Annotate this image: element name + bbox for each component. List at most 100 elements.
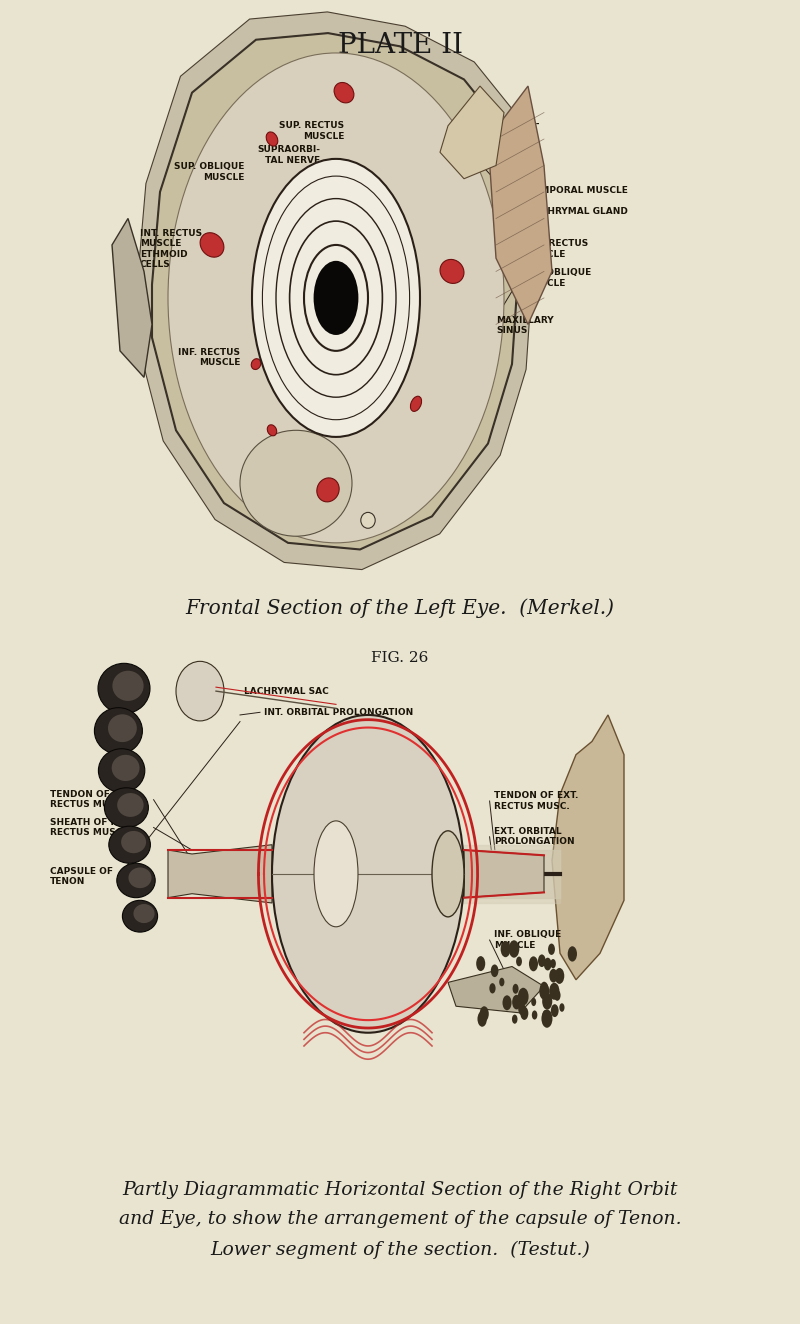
Ellipse shape (108, 715, 137, 741)
Ellipse shape (317, 478, 339, 502)
Text: PLATE II: PLATE II (338, 32, 462, 58)
Circle shape (513, 984, 518, 994)
Circle shape (550, 969, 558, 982)
Text: LEVATOR PALPE-
BRAE MUSCLE: LEVATOR PALPE- BRAE MUSCLE (456, 119, 539, 138)
Circle shape (532, 1010, 538, 1019)
Polygon shape (138, 12, 534, 569)
Circle shape (540, 981, 548, 996)
Text: SUP. RECTUS
MUSCLE: SUP. RECTUS MUSCLE (279, 122, 344, 140)
Ellipse shape (267, 425, 277, 436)
Text: SUP. OBLIQUE
MUSCLE: SUP. OBLIQUE MUSCLE (174, 163, 244, 181)
Text: MAXILLARY
SINUS: MAXILLARY SINUS (496, 316, 554, 335)
Text: Partly Diagrammatic Horizontal Section of the Right Orbit: Partly Diagrammatic Horizontal Section o… (122, 1181, 678, 1200)
Circle shape (490, 984, 495, 993)
Ellipse shape (334, 82, 354, 103)
Circle shape (518, 988, 529, 1005)
Polygon shape (464, 850, 544, 898)
Polygon shape (168, 845, 272, 903)
Ellipse shape (109, 826, 150, 863)
Text: SUPRAORBI-
TAL NERVE: SUPRAORBI- TAL NERVE (257, 146, 320, 164)
Polygon shape (112, 218, 152, 377)
Circle shape (512, 994, 521, 1009)
Ellipse shape (440, 260, 464, 283)
Text: FIG. 26: FIG. 26 (371, 651, 429, 666)
Circle shape (550, 959, 556, 968)
Text: LACHRYMAL SAC: LACHRYMAL SAC (244, 687, 329, 695)
Circle shape (551, 1004, 558, 1017)
Text: INT. RECTUS
MUSCLE
ETHMOID
CELLS: INT. RECTUS MUSCLE ETHMOID CELLS (140, 229, 202, 269)
Ellipse shape (112, 755, 139, 781)
Polygon shape (152, 33, 520, 549)
Text: INT. ORBITAL PROLONGATION: INT. ORBITAL PROLONGATION (264, 708, 414, 716)
Circle shape (502, 996, 511, 1010)
Text: INF. RECTUS
MUSCLE: INF. RECTUS MUSCLE (178, 348, 240, 367)
Circle shape (478, 1012, 487, 1026)
Circle shape (501, 941, 510, 957)
Text: TEMPORAL MUSCLE: TEMPORAL MUSCLE (528, 187, 628, 195)
Ellipse shape (361, 512, 375, 528)
Circle shape (539, 982, 550, 1000)
Text: Frontal Section of the Left Eye.  (Merkel.): Frontal Section of the Left Eye. (Merkel… (186, 598, 614, 618)
Circle shape (480, 1006, 489, 1021)
Text: INF. OBLIQUE
MUSCLE: INF. OBLIQUE MUSCLE (524, 269, 591, 287)
Polygon shape (552, 715, 624, 980)
Circle shape (272, 715, 464, 1033)
Polygon shape (488, 86, 552, 324)
Circle shape (529, 956, 538, 972)
Circle shape (516, 956, 522, 967)
Circle shape (314, 261, 358, 335)
Polygon shape (448, 967, 544, 1013)
Text: LACHRYMAL GLAND: LACHRYMAL GLAND (528, 208, 628, 216)
Text: FIG. 25: FIG. 25 (371, 99, 429, 114)
Circle shape (499, 977, 505, 986)
Ellipse shape (118, 793, 144, 817)
Ellipse shape (129, 867, 151, 888)
Ellipse shape (176, 662, 224, 722)
Text: TENDON OF EXT.
RECTUS MUSC.: TENDON OF EXT. RECTUS MUSC. (494, 792, 578, 810)
Ellipse shape (117, 863, 155, 898)
Ellipse shape (251, 359, 261, 369)
Text: INFRAORBI-
TAL NERVE: INFRAORBI- TAL NERVE (316, 354, 376, 372)
Circle shape (531, 998, 536, 1006)
Ellipse shape (122, 900, 158, 932)
Circle shape (559, 1004, 565, 1012)
Ellipse shape (410, 396, 422, 412)
Polygon shape (440, 86, 504, 179)
Circle shape (520, 1006, 528, 1019)
Circle shape (544, 957, 551, 970)
Text: EXT. ORBITAL
PROLONGATION: EXT. ORBITAL PROLONGATION (494, 828, 575, 846)
Ellipse shape (134, 904, 154, 923)
Circle shape (554, 990, 561, 1001)
Circle shape (568, 947, 577, 961)
Ellipse shape (266, 132, 278, 146)
Circle shape (490, 964, 498, 977)
Text: TENDON OF INT.
RECTUS MUSC.: TENDON OF INT. RECTUS MUSC. (50, 790, 132, 809)
Text: CAPSULE OF
TENON: CAPSULE OF TENON (50, 867, 113, 886)
Circle shape (549, 982, 559, 1000)
Ellipse shape (168, 53, 504, 543)
Circle shape (548, 944, 555, 955)
Ellipse shape (240, 430, 352, 536)
Circle shape (538, 955, 546, 967)
Text: INF. OBLIQUE
MUSCLE: INF. OBLIQUE MUSCLE (494, 931, 562, 949)
Circle shape (542, 993, 552, 1010)
Ellipse shape (200, 233, 224, 257)
Text: and Eye, to show the arrangement of the capsule of Tenon.: and Eye, to show the arrangement of the … (118, 1210, 682, 1229)
Circle shape (512, 1014, 518, 1023)
Circle shape (542, 1010, 549, 1019)
Circle shape (542, 1009, 553, 1027)
Ellipse shape (98, 663, 150, 714)
Text: SHEATH OF INT.
RECTUS MUSC.: SHEATH OF INT. RECTUS MUSC. (50, 818, 130, 837)
Text: Lower segment of the section.  (Testut.): Lower segment of the section. (Testut.) (210, 1241, 590, 1259)
Circle shape (554, 968, 564, 984)
Circle shape (252, 159, 420, 437)
Ellipse shape (112, 671, 144, 700)
Ellipse shape (98, 749, 145, 792)
Polygon shape (152, 33, 520, 549)
Ellipse shape (432, 831, 464, 916)
Circle shape (509, 940, 519, 957)
Ellipse shape (94, 708, 142, 755)
Circle shape (476, 956, 486, 970)
Ellipse shape (121, 831, 146, 853)
Text: EXT. RECTUS
MUSCLE: EXT. RECTUS MUSCLE (524, 240, 588, 258)
